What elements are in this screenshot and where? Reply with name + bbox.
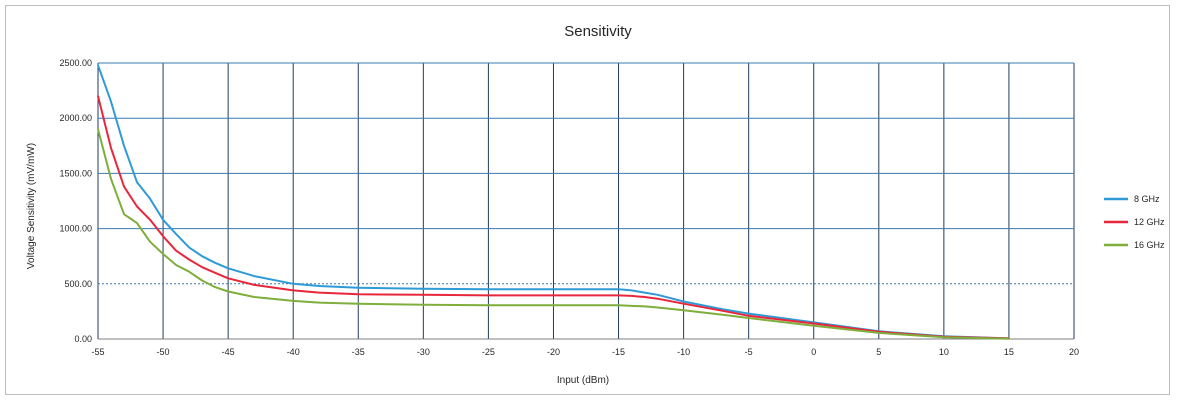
x-tick-label: 15 xyxy=(1004,347,1014,357)
legend-label-12-ghz: 12 GHz xyxy=(1134,217,1165,227)
series-line-16-ghz xyxy=(97,128,1010,340)
series-line-8-ghz xyxy=(97,64,1010,340)
x-tick-label: 20 xyxy=(1069,347,1079,357)
y-tick-label: 1500.00 xyxy=(59,168,92,178)
legend: 8 GHz 12 GHz 16 GHz xyxy=(1104,194,1165,250)
y-tick-label: 1000.00 xyxy=(59,224,92,234)
x-tick-label: 5 xyxy=(876,347,881,357)
chart-title: Sensitivity xyxy=(564,23,632,40)
series-lines xyxy=(97,64,1010,340)
x-axis-label: Input (dBm) xyxy=(557,375,609,386)
grid xyxy=(97,62,1075,340)
x-tick-label: -25 xyxy=(482,347,495,357)
x-tick-label: -45 xyxy=(222,347,235,357)
x-tick-label: -5 xyxy=(745,347,753,357)
y-tick-label: 2000.00 xyxy=(59,113,92,123)
x-tick-label: -40 xyxy=(287,347,300,357)
sensitivity-chart: Sensitivity 0.00500.001000.001500.002000… xyxy=(26,23,1165,386)
x-tick-label: -10 xyxy=(677,347,690,357)
x-tick-label: 10 xyxy=(939,347,949,357)
x-tick-label: 0 xyxy=(811,347,816,357)
x-tick-labels: -55 -50 -45 -40 -35 -30 -25 -20 -15 -10 -5 0 5 10 15 20 xyxy=(91,347,1079,357)
y-tick-label: 0.00 xyxy=(74,334,92,344)
x-tick-label: -35 xyxy=(352,347,365,357)
legend-label-8-ghz: 8 GHz xyxy=(1134,194,1160,204)
y-tick-labels: 0.00 500.00 1000.00 1500.00 2000.00 2500.00 xyxy=(59,58,92,344)
y-axis-label: Voltage Sensitivity (mV/mW) xyxy=(26,143,37,269)
series-line-12-ghz xyxy=(97,95,1010,340)
y-tick-label: 500.00 xyxy=(64,279,92,289)
x-tick-label: -55 xyxy=(91,347,104,357)
x-tick-label: -15 xyxy=(612,347,625,357)
x-tick-label: -20 xyxy=(547,347,560,357)
x-tick-label: -30 xyxy=(417,347,430,357)
legend-label-16-ghz: 16 GHz xyxy=(1134,240,1165,250)
y-tick-label: 2500.00 xyxy=(59,58,92,68)
chart-frame: Sensitivity 0.00 500.00 1000.00 1500.00 2000… xyxy=(5,5,1170,395)
x-tick-label: -50 xyxy=(157,347,170,357)
